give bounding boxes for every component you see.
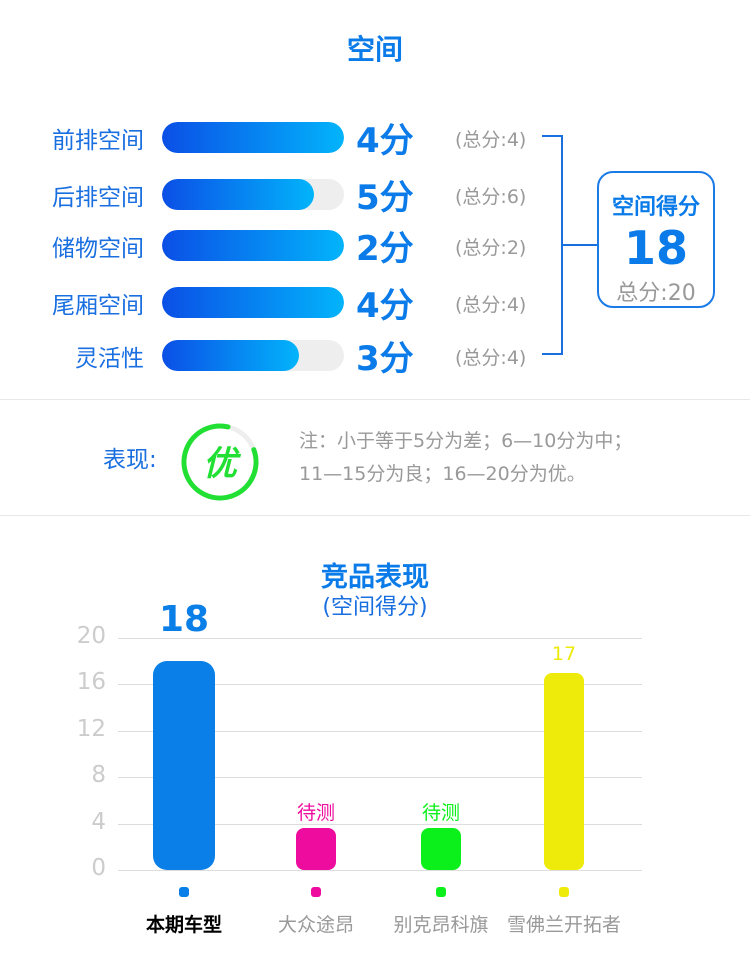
grade-text: 优 — [203, 444, 237, 484]
bar-data-label: 18 — [158, 599, 210, 641]
chart-bar — [296, 828, 336, 870]
chart-bar — [153, 661, 215, 870]
score-bar — [162, 340, 344, 371]
score-bar-fill — [162, 179, 314, 210]
y-tick-label: 12 — [76, 715, 106, 742]
item-label: 后排空间 — [52, 185, 144, 211]
y-tick-label: 16 — [76, 669, 106, 696]
score-bar-fill — [162, 122, 344, 153]
item-score: 3分 — [356, 339, 414, 379]
score-bar-fill — [162, 230, 344, 261]
item-label: 灵活性 — [75, 346, 144, 372]
summary-score: 18 — [623, 221, 688, 275]
item-score: 4分 — [356, 286, 414, 326]
score-bar-fill — [162, 340, 299, 371]
item-total: (总分:4) — [455, 129, 527, 151]
item-total: (总分:4) — [455, 294, 527, 316]
gridline — [118, 730, 642, 732]
chart-title: 竞品表现 — [321, 562, 429, 593]
item-score: 5分 — [356, 178, 414, 218]
bar-data-label: 待测 — [296, 802, 335, 825]
item-total: (总分:4) — [455, 347, 527, 369]
note-line: 注：小于等于5分为差；6—10分为中； — [299, 430, 633, 452]
chart-bar — [421, 828, 461, 870]
grading-note: 注：小于等于5分为差；6—10分为中； 11—15分为良；16—20分为优。 — [299, 425, 632, 491]
gridline — [118, 777, 642, 779]
bracket-connector — [542, 135, 563, 355]
item-label: 尾厢空间 — [52, 293, 144, 319]
item-total: (总分:2) — [455, 237, 527, 259]
category-label[interactable]: 别克昂科旗 — [393, 914, 489, 936]
bracket-connector-line — [563, 244, 599, 246]
gridline — [118, 684, 642, 686]
note-line: 11—15分为良；16—20分为优。 — [299, 463, 586, 485]
legend-dot — [559, 887, 569, 897]
y-tick-label: 0 — [91, 855, 106, 881]
legend-dot — [311, 887, 321, 897]
legend-dot — [179, 887, 189, 897]
summary-title: 空间得分 — [611, 195, 700, 220]
gridline — [118, 638, 642, 639]
divider — [0, 399, 750, 400]
item-score: 2分 — [356, 229, 414, 269]
bar-data-label: 17 — [551, 642, 577, 665]
divider — [0, 515, 750, 516]
score-bar — [162, 287, 344, 318]
summary-total: 总分:20 — [616, 281, 696, 306]
category-label[interactable]: 本期车型 — [145, 914, 222, 936]
bar-data-label: 待测 — [421, 802, 460, 825]
summary-box: 空间得分 18 总分:20 — [597, 171, 715, 308]
score-bar — [162, 122, 344, 153]
section-title: 空间 — [346, 33, 403, 66]
grade-ring — [181, 423, 259, 501]
chart-subtitle: (空间得分) — [322, 595, 428, 620]
item-label: 储物空间 — [52, 236, 144, 262]
score-bar-fill — [162, 287, 344, 318]
item-label: 前排空间 — [52, 128, 144, 154]
gridline — [118, 823, 642, 825]
chart-bar — [544, 672, 584, 870]
item-score: 4分 — [356, 121, 414, 161]
category-label[interactable]: 大众途昂 — [277, 914, 354, 936]
score-bar — [162, 179, 344, 210]
y-tick-label: 8 — [91, 762, 106, 789]
score-bar — [162, 230, 344, 261]
gridline — [118, 870, 642, 871]
legend-dot — [436, 887, 446, 897]
category-label[interactable]: 雪佛兰开拓者 — [506, 914, 621, 936]
y-tick-label: 4 — [91, 808, 106, 835]
y-tick-label: 20 — [76, 623, 106, 649]
item-total: (总分:6) — [455, 186, 527, 208]
performance-label: 表现: — [103, 447, 157, 473]
